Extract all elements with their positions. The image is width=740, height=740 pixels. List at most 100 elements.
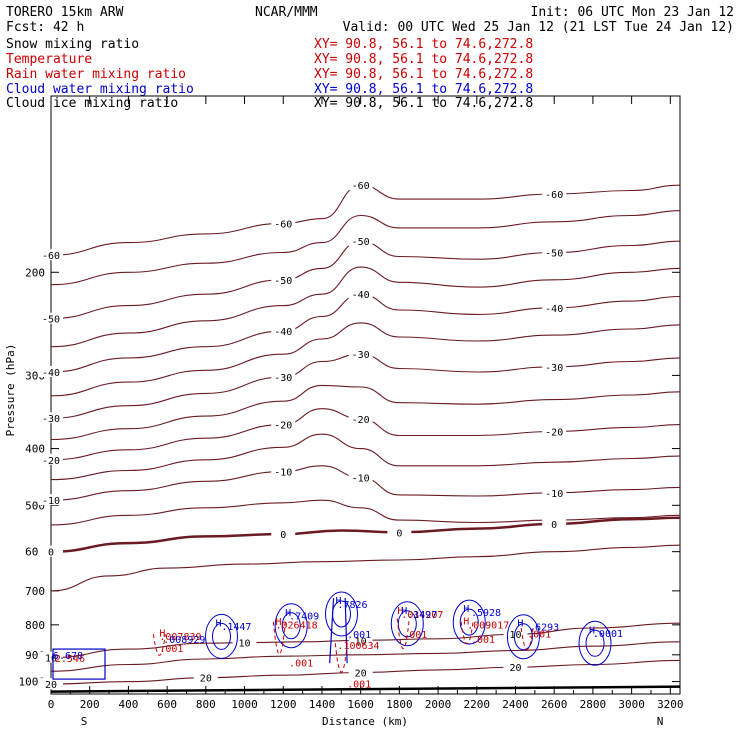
rain-label: .100634: [337, 641, 379, 652]
contour-label-bg: [503, 661, 528, 673]
cloud-water-contour: [390, 601, 424, 647]
contour-label-bg: [271, 273, 296, 285]
temperature-contour-label: 20: [509, 663, 521, 674]
contour-label-bg: [387, 526, 412, 538]
contour-label-bg: [39, 365, 63, 377]
contour-label-bg: [348, 412, 373, 424]
x-tick-label: 600: [157, 698, 177, 711]
cloud-water-label: .6293: [529, 623, 559, 634]
temperature-contour-label: -10: [352, 473, 370, 484]
legend-rain-xy: XY= 90.8, 56.1 to 74.6,272.8: [314, 67, 533, 82]
rain-label: 2.546: [55, 654, 85, 665]
temperature-contour: [50, 322, 681, 397]
cloud-water-label: H: [401, 606, 407, 617]
contour-label-bg: [542, 486, 567, 498]
legend-snow-label: Snow mixing ratio: [6, 37, 139, 52]
header-fcst: Fcst: 42 h: [6, 20, 84, 35]
temperature-contour-label: -40: [42, 368, 60, 379]
temperature-contour: [50, 544, 681, 592]
plot-area: 0 200 400 600 800 1000 1200 1400 1600 1800 2000 220…: [19, 95, 684, 711]
rain-label: H: [397, 606, 403, 617]
y-axis-title: Pressure (hPa): [4, 344, 17, 437]
contour-label-bg: [193, 671, 218, 683]
x-tick-label: 3200: [657, 698, 684, 711]
legend-cloud-water-label: Cloud water mixing ratio: [6, 82, 194, 97]
temperature-contour: [50, 240, 681, 320]
x-tick-label: 0: [48, 698, 55, 711]
temperature-contour-label: -20: [42, 456, 60, 467]
cloud-water-edge: [52, 648, 106, 680]
rain-label: .001: [403, 630, 427, 641]
y-tick-label: 400: [25, 443, 45, 456]
x-axis-title: Distance (km): [322, 715, 408, 728]
contour-label-bg: [542, 187, 567, 199]
rain-label: .001: [471, 635, 495, 646]
y-tick-label: 800: [25, 619, 45, 632]
cloud-water-contour-inner: [212, 622, 232, 650]
contour-label-bg: [39, 494, 63, 506]
endpoint-left: S: [81, 715, 88, 728]
legend: Snow mixing ratio XY= 90.8, 56.1 to 74.6…: [6, 37, 533, 111]
cloud-water-contour-inner: [513, 623, 533, 651]
cloud-water-contour-inner: [459, 608, 479, 636]
rain-contour: [520, 627, 534, 651]
cloud-water-contour: [205, 613, 239, 659]
legend-cloud-water-xy: XY= 90.8, 56.1 to 74.6,272.8: [314, 82, 533, 97]
temperature-contour: [50, 641, 681, 672]
cloud-water-label: H: [589, 625, 595, 636]
contour-label-bg: [271, 418, 296, 430]
rain-label: .001: [289, 659, 313, 670]
header-model: TORERO 15km ARW: [6, 5, 124, 20]
legend-rain-label: Rain water mixing ratio: [6, 67, 186, 82]
x-tick-label: 3000: [618, 698, 645, 711]
temperature-contour-label: 20: [355, 669, 367, 680]
cloud-water-label: .3497: [407, 610, 437, 621]
temperature-contour: [50, 353, 681, 419]
temperature-contour-label: -40: [545, 304, 563, 315]
rain-contour: [460, 621, 474, 645]
contour-label-bg: [348, 666, 373, 678]
cloud-water-label: H: [463, 604, 469, 615]
x-tick-label: 1800: [386, 698, 413, 711]
contour-label-bg: [39, 453, 63, 465]
cloud-water-label: .008929: [163, 635, 205, 646]
temperature-contour: [50, 210, 681, 286]
cloud-water-label: H: [336, 596, 342, 607]
contour-label-bg: [348, 235, 373, 247]
header-org: NCAR/MMM: [255, 5, 318, 20]
cloud-water-contour: [452, 599, 486, 645]
contour-label-bg: [542, 301, 567, 313]
contour-label-bg: [39, 312, 63, 324]
temperature-contour-label: -10: [274, 468, 292, 479]
temperature-contour-label: 0: [48, 548, 54, 559]
contour-label-bg: [39, 545, 63, 557]
temperature-contour-label: 20: [45, 680, 57, 691]
temperature-contour-label: -30: [545, 363, 563, 374]
temperature-contour-label: -60: [274, 219, 292, 230]
x-tick-label: 1200: [270, 698, 297, 711]
temperature-contour-label: -50: [42, 315, 60, 326]
legend-cloud-ice-xy: XY= 90.8, 56.1 to 74.6,272.8: [314, 96, 533, 111]
contour-label-bg: [503, 628, 528, 640]
rain-label: .001: [527, 629, 551, 640]
contour-label-bg: [348, 348, 373, 360]
temperature-contour-label: -30: [42, 414, 60, 425]
temperature-contour-label: 0: [551, 520, 557, 531]
cloud-water-contour: [506, 614, 540, 660]
legend-snow-xy: XY= 90.8, 56.1 to 74.6,272.8: [314, 37, 533, 52]
y-tick-label: 700: [25, 585, 45, 598]
contour-label-bg: [39, 249, 63, 261]
cloud-water-label: .7409: [289, 612, 319, 623]
cloud-water-label: .7826: [337, 600, 367, 611]
contour-label-bg: [348, 179, 373, 191]
temperature-contour: [50, 516, 681, 553]
temperature-contour-label: 10: [509, 630, 521, 641]
contour-label-bg: [232, 636, 257, 648]
x-tick-label: 2200: [464, 698, 491, 711]
rain-label: H: [463, 617, 469, 628]
temperature-contour-label: -20: [352, 415, 370, 426]
contour-label-bg: [39, 412, 63, 424]
rain-contour: [334, 643, 348, 673]
